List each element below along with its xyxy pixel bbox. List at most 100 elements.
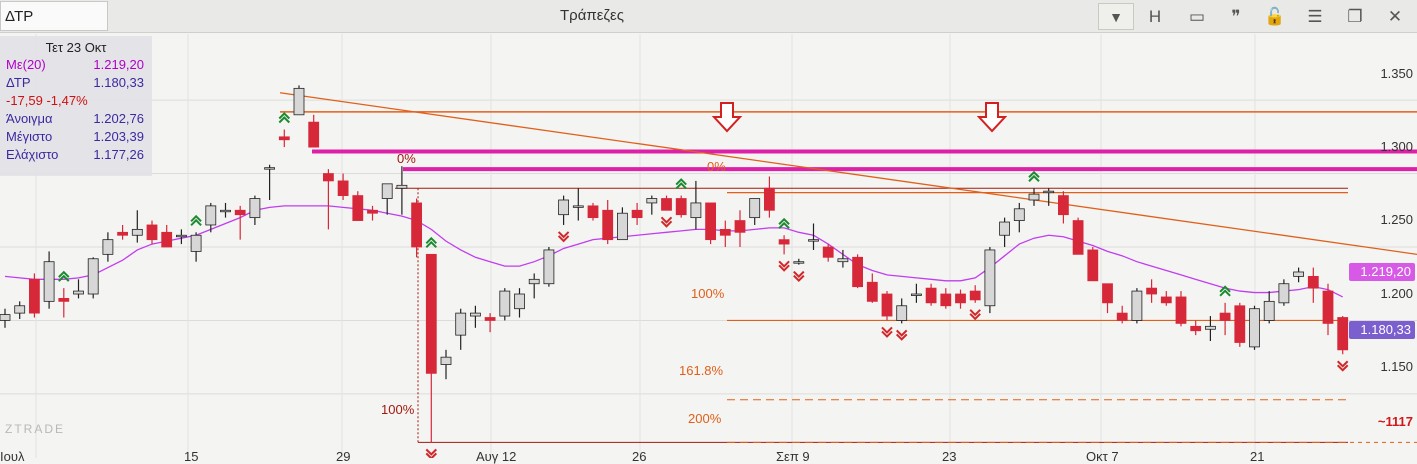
candle-body <box>293 87 305 116</box>
symbol-input[interactable]: ΔΤΡ <box>0 1 108 31</box>
legend-row: Μέγιστο 1.203,39 <box>0 127 152 145</box>
candle <box>543 247 555 287</box>
x-tick: 26 <box>632 449 647 464</box>
legend-label: -17,59 -1,47% <box>6 93 88 108</box>
candle-body <box>205 205 217 226</box>
candle-body <box>984 249 996 307</box>
legend-label: ΔΤΡ <box>6 75 31 90</box>
candle-body <box>587 205 599 219</box>
trend-line <box>279 92 1417 255</box>
candle <box>866 273 878 303</box>
x-tick: Σεπ 9 <box>776 449 810 464</box>
candle-body <box>852 256 863 288</box>
candle-body <box>543 249 555 285</box>
minimize-panel-icon[interactable]: ▭ <box>1188 7 1206 26</box>
candle-body <box>1205 325 1216 330</box>
candle <box>264 164 276 200</box>
candles <box>0 85 1349 443</box>
candle-body <box>1087 249 1099 282</box>
legend-value: 1.203,39 <box>93 129 144 144</box>
signal-down-icon <box>895 329 908 341</box>
candle-body <box>646 198 658 204</box>
signal-up-icon <box>58 270 70 282</box>
candle <box>646 195 658 215</box>
candle-body <box>249 198 261 219</box>
candle-body <box>264 167 276 170</box>
candle-body <box>528 278 540 285</box>
candle <box>293 85 305 116</box>
x-tick: 21 <box>1250 449 1265 464</box>
signal-up-icon <box>1219 285 1231 297</box>
candle-body <box>514 293 525 310</box>
legend-row: ΔΤΡ 1.180,33 <box>0 73 152 91</box>
close-icon[interactable]: ✕ <box>1387 7 1403 26</box>
candle <box>337 173 349 200</box>
candle-body <box>955 293 966 304</box>
legend-value: 1.177,26 <box>93 147 144 162</box>
callout-arrows <box>711 102 1008 133</box>
ma-price-label: 1.219,20 <box>1349 263 1415 281</box>
fib-label: 100% <box>691 286 725 301</box>
candle <box>911 283 922 303</box>
candle <box>940 288 952 309</box>
candle <box>381 183 393 215</box>
legend-date: Τετ 23 Οκτ <box>45 40 107 55</box>
candle <box>1043 188 1055 206</box>
menu-icon[interactable]: ☰ <box>1307 7 1323 26</box>
x-tick: 15 <box>184 449 199 464</box>
candle <box>1013 202 1025 233</box>
candle <box>175 229 187 245</box>
candle-body <box>1102 283 1113 304</box>
candle-body <box>455 312 467 336</box>
candle-body <box>0 314 11 321</box>
candle <box>249 195 261 225</box>
candle-body <box>602 209 614 241</box>
candle-body <box>234 209 246 216</box>
h-button[interactable]: H <box>1148 7 1162 26</box>
candle-body <box>1219 312 1231 321</box>
fibonacci-levels <box>395 187 1417 443</box>
y-tick: 1.300 <box>1380 139 1413 154</box>
signal-down-icon <box>881 326 893 338</box>
candle <box>278 129 290 148</box>
candle <box>822 244 834 262</box>
legend-value: 1.202,76 <box>93 111 144 126</box>
legend-value: 1.180,33 <box>93 75 144 90</box>
y-tick: 1.150 <box>1380 359 1413 374</box>
unlock-icon[interactable]: 🔓 <box>1264 7 1286 26</box>
candle <box>469 305 481 328</box>
fib-label: 161.8% <box>679 363 724 378</box>
legend-label: Με(20) <box>6 57 46 72</box>
x-tick: Ιουλ <box>0 449 25 464</box>
candle <box>793 258 805 265</box>
fib-label: 200% <box>688 411 722 426</box>
candle-body <box>1322 290 1334 324</box>
candle-body <box>161 231 173 248</box>
candle <box>1146 279 1157 303</box>
candle-body <box>102 239 114 255</box>
candle <box>1087 247 1099 282</box>
candle-body <box>1293 271 1304 277</box>
legend-row: Με(20) 1.219,20 <box>0 55 152 73</box>
candle <box>984 247 996 314</box>
candle-body <box>999 221 1010 236</box>
candle <box>73 279 84 299</box>
restore-icon[interactable]: ❐ <box>1347 7 1363 26</box>
resistance-lines <box>280 111 1417 172</box>
candle-body <box>469 312 481 317</box>
candle-body <box>778 239 790 245</box>
chevron-down-icon[interactable]: ▼ <box>1098 3 1134 30</box>
fib-label: 100% <box>381 402 415 417</box>
x-tick: 23 <box>942 449 957 464</box>
candle <box>1116 305 1128 324</box>
candle-body <box>367 209 378 214</box>
candle-body <box>352 195 364 221</box>
candle <box>484 313 496 333</box>
candle-body <box>1307 275 1319 289</box>
quote-icon[interactable]: ❞ <box>1231 7 1241 26</box>
candle-body <box>1058 195 1069 216</box>
candle <box>631 202 643 225</box>
price-chart[interactable] <box>0 34 1417 458</box>
candle-body <box>617 212 628 241</box>
candle <box>896 298 908 324</box>
